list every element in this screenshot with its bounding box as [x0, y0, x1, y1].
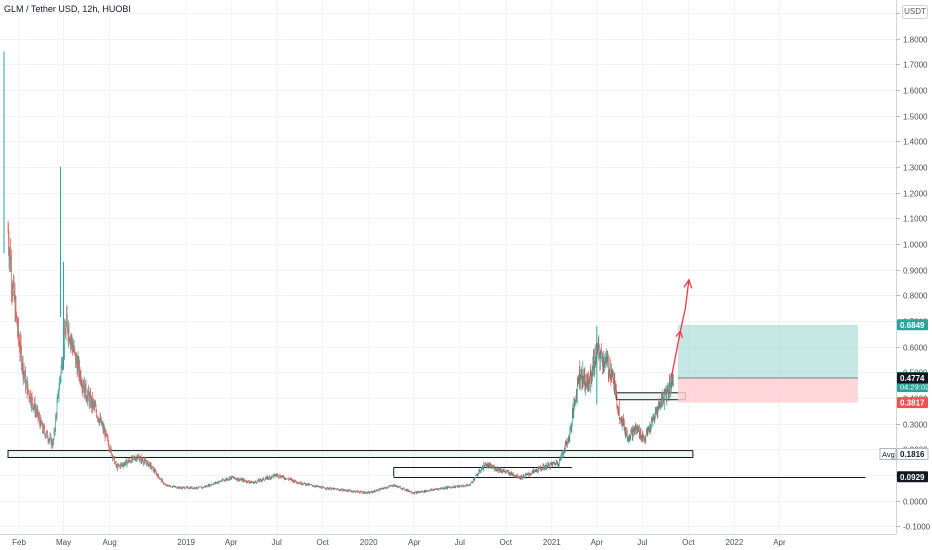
profit-zone	[677, 324, 858, 379]
time-axis[interactable]: Feb May Aug 2019 Apr Jul Oct 2020 Apr Jul Oct 2021 A…	[0, 534, 896, 548]
projection-arrow[interactable]	[670, 278, 693, 378]
y-tick-label: 1.2000	[903, 190, 928, 199]
x-tick-label: Jul	[637, 538, 647, 547]
price-label-entry-bg	[897, 372, 928, 384]
loss-zone	[677, 378, 858, 403]
arrow-mid-head	[675, 329, 684, 339]
price-labels: 0.68490.479604:29:020.47740.38170.1816Av…	[879, 319, 929, 483]
y-tick-label: 0.9000	[903, 267, 928, 276]
x-tick-label: 2021	[543, 538, 561, 547]
x-tick-label: Apr	[773, 538, 786, 547]
y-tick-label: -0.1000	[903, 523, 931, 532]
support-zone-2	[615, 392, 686, 401]
y-tick-label: 1.4000	[903, 138, 928, 147]
grid-lines	[0, 0, 896, 534]
y-tick-label: 1.3000	[903, 164, 928, 173]
price-label-avg-bg	[896, 448, 929, 461]
x-tick-label: Oct	[500, 538, 513, 547]
price-label-entry: 0.4774	[900, 374, 925, 383]
y-tick-label: 1.0000	[903, 241, 928, 250]
price-label-target: 0.6849	[900, 321, 925, 330]
support-zones	[7, 392, 694, 458]
y-tick-label: 1.6000	[903, 87, 928, 96]
arrow-head	[683, 278, 693, 289]
x-tick-label: Oct	[316, 538, 329, 547]
x-tick-label: Apr	[408, 538, 421, 547]
x-tick-label: Aug	[102, 538, 116, 547]
support-zone-1	[7, 450, 694, 458]
price-label-avg: 0.1816	[900, 450, 925, 459]
symbol-title: GLM / Tether USD, 12h, HUOBI	[4, 4, 131, 14]
price-label-support: 0.0929	[900, 473, 925, 482]
x-tick-label: Jul	[455, 538, 465, 547]
long-position-tool[interactable]	[677, 324, 858, 403]
x-tick-label: May	[56, 538, 71, 547]
y-tick-label: 1.1000	[903, 215, 928, 224]
y-tick-label: 0.0000	[903, 498, 928, 507]
y-tick-label: 0.3000	[903, 421, 928, 430]
price-label-target-bg	[897, 319, 928, 331]
candlesticks	[3, 51, 674, 495]
currency-badge[interactable]: USDT	[902, 5, 928, 19]
x-tick-label: Apr	[591, 538, 604, 547]
price-label-support-bg	[897, 471, 928, 483]
x-tick-label: Jul	[272, 538, 282, 547]
y-tick-label: 1.7000	[903, 61, 928, 70]
x-tick-label: Apr	[225, 538, 238, 547]
price-label-last-countdown: 04:29:02	[900, 382, 929, 391]
x-tick-label: 2019	[177, 538, 195, 547]
price-axis[interactable]: -0.10000.00000.10000.20000.30000.40000.5…	[896, 0, 932, 550]
price-label-stop-bg	[897, 397, 928, 409]
y-tick-label: 1.5000	[903, 113, 928, 122]
y-tick-label: 0.8000	[903, 292, 928, 301]
y-tick-label: 0.6000	[903, 344, 928, 353]
y-tick-label: 1.8000	[903, 36, 928, 45]
price-label-stop: 0.3817	[900, 399, 925, 408]
avg-prefix-bg	[879, 448, 897, 461]
avg-prefix: Avg	[882, 450, 895, 459]
x-tick-label: Feb	[12, 538, 26, 547]
x-tick-label: 2020	[360, 538, 378, 547]
x-tick-label: 2022	[726, 538, 744, 547]
x-tick-label: Oct	[682, 538, 695, 547]
